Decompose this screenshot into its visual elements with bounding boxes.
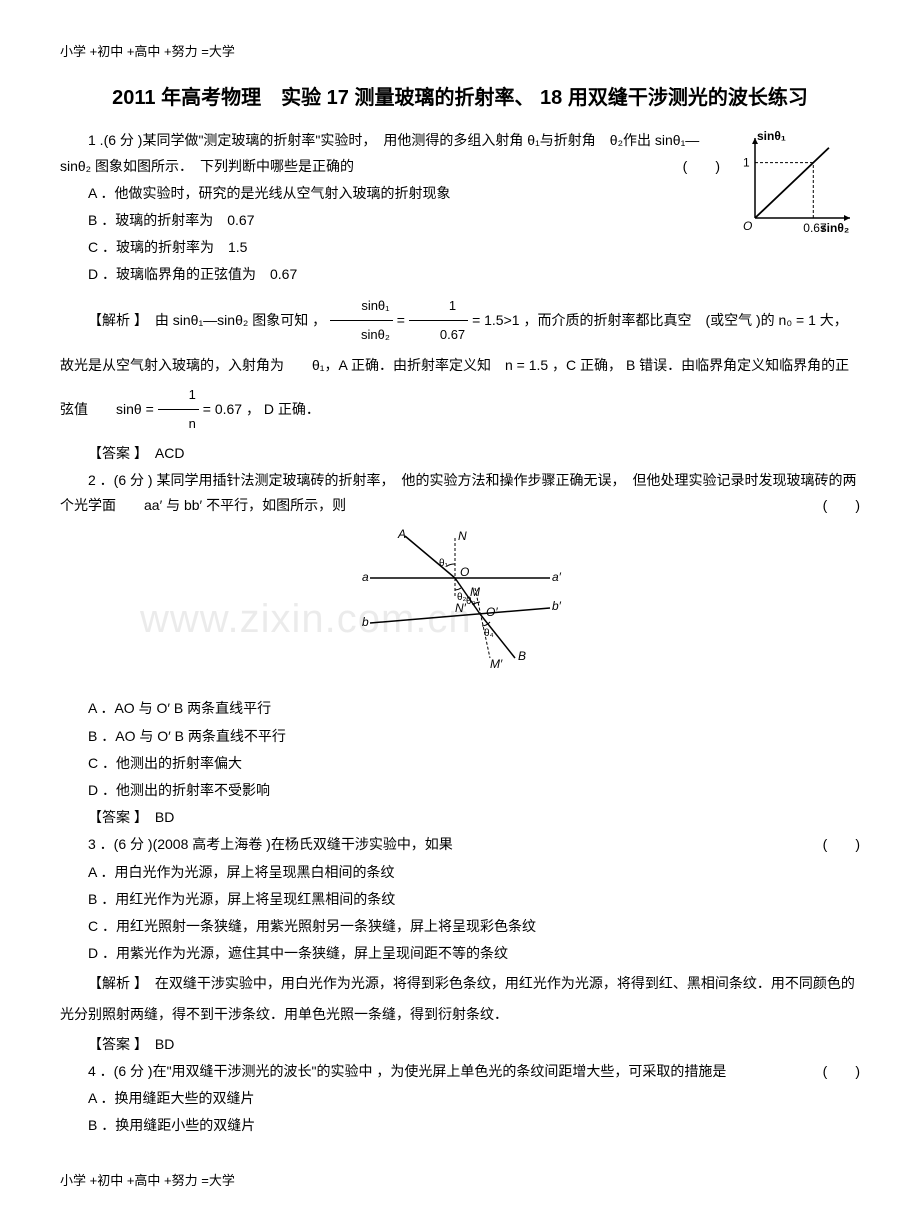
svg-text:B: B (518, 649, 526, 663)
q3-option-c: C ．用红光照射一条狭缝，用紫光照射另一条狭缝，屏上将呈现彩色条纹 (60, 914, 860, 939)
eq-text: = (397, 311, 409, 327)
q2-option-a: A ．AO 与 O′ B 两条直线平行 (60, 696, 860, 721)
svg-text:θ₁: θ₁ (439, 558, 449, 569)
q2-option-b: B ．AO 与 O′ B 两条直线不平行 (60, 724, 860, 749)
q2-answer: 【答案 】 BD (60, 805, 860, 830)
q4-paren: ( ) (795, 1059, 860, 1084)
q4-option-a: A ．换用缝距大些的双缝片 (60, 1086, 860, 1111)
q3-option-d: D ．用紫光作为光源，遮住其中一条狭缝，屏上呈现间距不等的条纹 (60, 941, 860, 966)
q3-stem: 3 ．(6 分 )(2008 高考上海卷 )在杨氏双缝干涉实验中，如果 ( ) (60, 832, 860, 857)
q1-option-d: D ．玻璃临界角的正弦值为 0.67 (60, 262, 860, 287)
q2-paren: ( ) (795, 493, 860, 518)
q1-analysis: 【解析 】 由 sinθ₁—sinθ₂ 图象可知 ， sinθ₁ sinθ₂ =… (60, 292, 860, 439)
q4-stem: 4 ．(6 分 )在"用双缝干涉测光的波长"的实验中 ，为使光屏上单色光的条纹间… (60, 1059, 860, 1084)
q1-analysis-end: = 0.67 ， D 正确． (203, 400, 320, 416)
svg-text:θ₄: θ₄ (484, 628, 494, 639)
frac-one-n: 1 n (158, 381, 199, 439)
q3-stem-text: 3 ．(6 分 )(2008 高考上海卷 )在杨氏双缝干涉实验中，如果 (88, 836, 453, 852)
q2-option-d: D ．他测出的折射率不受影响 (60, 778, 860, 803)
footer-text: 小学 +初中 +高中 +努力 =大学 (60, 1169, 860, 1192)
svg-text:a′: a′ (552, 570, 562, 584)
svg-text:N′: N′ (455, 601, 467, 615)
frac-den: 0.67 (409, 321, 468, 350)
svg-text:a: a (362, 570, 369, 584)
svg-text:sinθ₂: sinθ₂ (820, 221, 849, 235)
q3-option-b: B ．用红光作为光源，屏上将呈现红黑相间的条纹 (60, 887, 860, 912)
q3-analysis: 【解析 】 在双缝干涉实验中，用白光作为光源，将得到彩色条纹，用红光作为光源，将… (60, 968, 860, 1030)
q2-stem-text: 2 ．(6 分 ) 某同学用插针法测定玻璃砖的折射率， 他的实验方法和操作步骤正… (60, 472, 856, 513)
q3-option-a: A ．用白光作为光源，屏上将呈现黑白相间的条纹 (60, 860, 860, 885)
frac-num: sinθ₁ (330, 292, 393, 322)
frac-num: 1 (409, 292, 468, 322)
frac-sintheta: sinθ₁ sinθ₂ (330, 292, 393, 350)
frac-num: 1 (158, 381, 199, 411)
svg-text:O: O (460, 565, 469, 579)
q4-stem-text: 4 ．(6 分 )在"用双缝干涉测光的波长"的实验中 ，为使光屏上单色光的条纹间… (88, 1063, 726, 1079)
q2-figure: www.zixin.com.cn ANaa′OMN′O′bb′BM′θ₁θ₂θ₃… (60, 528, 860, 686)
q1-analysis-pre: 【解析 】 由 sinθ₁—sinθ₂ 图象可知 ， (88, 311, 326, 327)
svg-text:A: A (397, 528, 406, 541)
header-text: 小学 +初中 +高中 +努力 =大学 (60, 40, 860, 63)
q1-stem: 1 .(6 分 )某同学做"测定玻璃的折射率"实验时， 用他测得的多组入射角 θ… (60, 128, 860, 178)
frac-one-067: 1 0.67 (409, 292, 468, 350)
svg-text:O′: O′ (486, 605, 498, 619)
q2-stem: 2 ．(6 分 ) 某同学用插针法测定玻璃砖的折射率， 他的实验方法和操作步骤正… (60, 468, 860, 518)
q1-answer: 【答案 】 ACD (60, 441, 860, 466)
q1-paren: ( ) (655, 154, 720, 179)
frac-den: n (158, 410, 199, 439)
svg-text:θ₃: θ₃ (466, 596, 476, 607)
q3-answer: 【答案 】 BD (60, 1032, 860, 1057)
svg-text:b: b (362, 615, 369, 629)
q4-option-b: B ．换用缝距小些的双缝片 (60, 1113, 860, 1138)
svg-text:O: O (743, 219, 752, 233)
q2-option-c: C ．他测出的折射率偏大 (60, 751, 860, 776)
page-title: 2011 年高考物理 实验 17 测量玻璃的折射率、 18 用双缝干涉测光的波长… (60, 83, 860, 113)
q3-paren: ( ) (795, 832, 860, 857)
frac-den: sinθ₂ (330, 321, 393, 350)
svg-text:b′: b′ (552, 599, 562, 613)
q1-stem-text: 1 .(6 分 )某同学做"测定玻璃的折射率"实验时， 用他测得的多组入射角 θ… (60, 132, 699, 173)
svg-text:M′: M′ (490, 657, 503, 671)
svg-text:N: N (458, 529, 467, 543)
